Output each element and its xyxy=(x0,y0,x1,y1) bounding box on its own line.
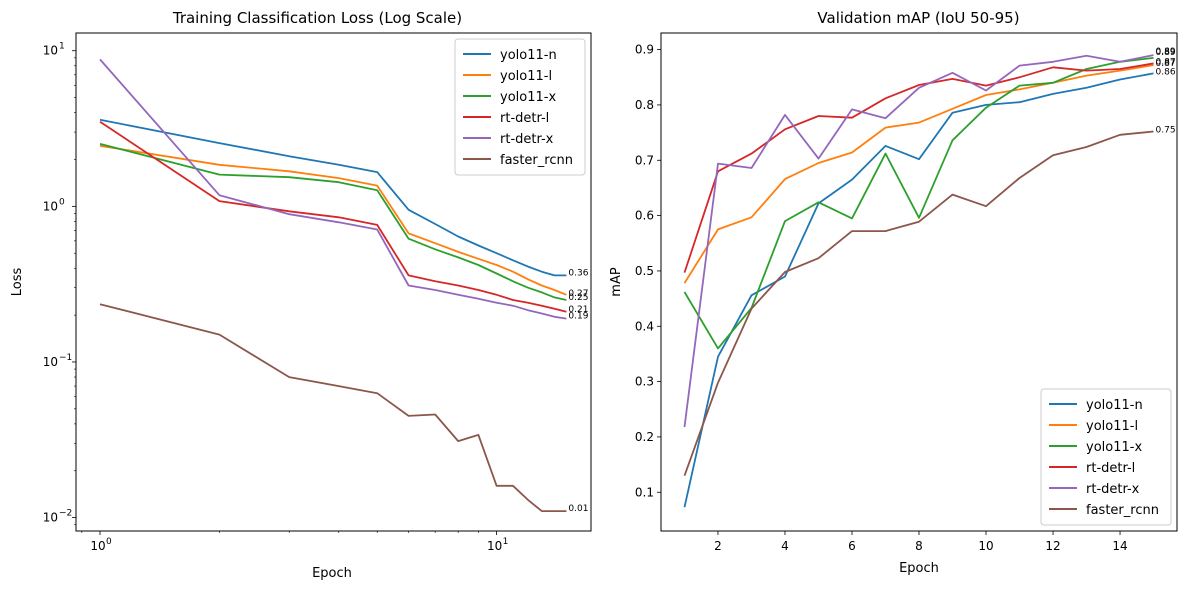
map-legend-box xyxy=(1040,388,1172,526)
map-plot-frame xyxy=(660,32,1178,532)
loss-chart-title: Training Classification Loss (Log Scale) xyxy=(172,9,462,27)
loss-end-label-yolo11-l: 0.27 xyxy=(568,289,588,299)
loss-end-label-yolo11-n: 0.36 xyxy=(568,268,588,278)
map-legend-entry: yolo11-x xyxy=(1086,440,1142,455)
loss-y-tick-exponent: −1 xyxy=(59,353,72,363)
map-end-label-rt-detr-l: 0.87 xyxy=(1156,57,1176,67)
map-legend-entry: yolo11-l xyxy=(1086,419,1138,434)
loss-y-tick-exponent: 1 xyxy=(59,42,65,52)
map-x-tick-label: 12 xyxy=(1045,539,1060,553)
map-x-axis-label: Epoch xyxy=(899,561,939,576)
loss-legend-entry: yolo11-l xyxy=(500,69,552,84)
map-legend-entry: faster_rcnn xyxy=(1086,503,1159,518)
loss-series-line-faster_rcnn xyxy=(99,303,567,513)
map-y-tick-label: 0.9 xyxy=(635,43,654,57)
loss-x-tick-label: 10 xyxy=(90,539,105,553)
map-y-tick-label: 0.7 xyxy=(635,153,654,167)
loss-legend-entry: yolo11-n xyxy=(500,48,557,63)
map-series-line-yolo11-l xyxy=(683,64,1154,284)
map-series-line-rt-detr-x xyxy=(683,54,1154,428)
loss-y-tick-label: 10 xyxy=(43,511,58,525)
map-end-label-yolo11-n: 0.86 xyxy=(1156,67,1176,77)
map-x-tick-label: 10 xyxy=(978,539,993,553)
loss-chart: Training Classification Loss (Log Scale)… xyxy=(10,9,592,581)
map-y-tick-label: 0.6 xyxy=(635,209,654,223)
loss-series-line-yolo11-n xyxy=(99,118,567,277)
loss-x-tick-exponent: 0 xyxy=(106,537,112,547)
loss-y-tick-exponent: −2 xyxy=(59,509,72,519)
map-series-line-rt-detr-l xyxy=(683,62,1154,273)
map-end-label-yolo11-x: 0.89 xyxy=(1156,48,1176,58)
map-x-tick-label: 14 xyxy=(1112,539,1127,553)
loss-end-label-yolo11-x: 0.25 xyxy=(568,293,588,303)
loss-legend: yolo11-n yolo11-l yolo11-x rt-detr-l rt-detr… xyxy=(454,38,586,176)
map-series-line-yolo11-x xyxy=(683,57,1154,350)
loss-x-axis-label: Epoch xyxy=(312,566,352,581)
map-legend: yolo11-n yolo11-l yolo11-x rt-detr-l rt-detr… xyxy=(1040,388,1172,526)
loss-legend-entry: faster_rcnn xyxy=(500,153,573,168)
map-y-tick-label: 0.1 xyxy=(635,485,654,499)
loss-y-axis-label: Loss xyxy=(10,268,25,297)
map-end-label-rt-detr-x: 0.89 xyxy=(1156,47,1176,57)
loss-y-tick-label: 10 xyxy=(43,355,58,369)
map-chart-title: Validation mAP (IoU 50-95) xyxy=(817,9,1019,27)
loss-series-line-rt-detr-l xyxy=(99,120,567,313)
loss-legend-box xyxy=(454,38,586,176)
loss-y-tick-label: 10 xyxy=(43,199,58,213)
map-x-tick-label: 6 xyxy=(848,539,856,553)
loss-legend-entry: rt-detr-x xyxy=(500,132,554,147)
map-y-tick-label: 0.3 xyxy=(635,375,654,389)
map-y-tick-label: 0.2 xyxy=(635,430,654,444)
loss-series-line-yolo11-x xyxy=(99,143,567,301)
map-y-axis-label: mAP xyxy=(609,267,624,297)
loss-y-tick-label: 10 xyxy=(43,44,58,58)
map-legend-entry: rt-detr-x xyxy=(1086,482,1140,497)
map-end-label-faster_rcnn: 0.75 xyxy=(1156,125,1176,135)
map-legend-entry: rt-detr-l xyxy=(1086,461,1135,476)
loss-end-label-faster_rcnn: 0.01 xyxy=(568,504,588,514)
loss-y-tick-exponent: 0 xyxy=(59,197,65,207)
map-x-tick-label: 8 xyxy=(915,539,923,553)
loss-x-tick-exponent: 1 xyxy=(503,537,509,547)
map-y-tick-label: 0.4 xyxy=(635,319,654,333)
map-series-line-faster_rcnn xyxy=(683,130,1154,477)
map-x-tick-label: 4 xyxy=(781,539,789,553)
map-series-line-yolo11-n xyxy=(683,72,1154,508)
loss-series-line-yolo11-l xyxy=(99,144,567,296)
loss-end-label-rt-detr-x: 0.19 xyxy=(568,312,588,322)
map-legend-entry: yolo11-n xyxy=(1086,398,1143,413)
map-y-tick-label: 0.5 xyxy=(635,264,654,278)
loss-plot-frame xyxy=(75,32,592,532)
map-chart: Validation mAP (IoU 50-95) 0.860.870.890… xyxy=(609,9,1178,576)
loss-legend-entry: rt-detr-l xyxy=(500,111,549,126)
map-x-tick-label: 2 xyxy=(714,539,722,553)
loss-legend-entry: yolo11-x xyxy=(500,90,556,105)
loss-x-tick-label: 10 xyxy=(487,539,502,553)
map-y-tick-label: 0.8 xyxy=(635,98,654,112)
loss-series-line-rt-detr-x xyxy=(99,58,567,320)
map-end-label-yolo11-l: 0.87 xyxy=(1156,59,1176,69)
loss-end-label-rt-detr-l: 0.21 xyxy=(568,305,588,315)
